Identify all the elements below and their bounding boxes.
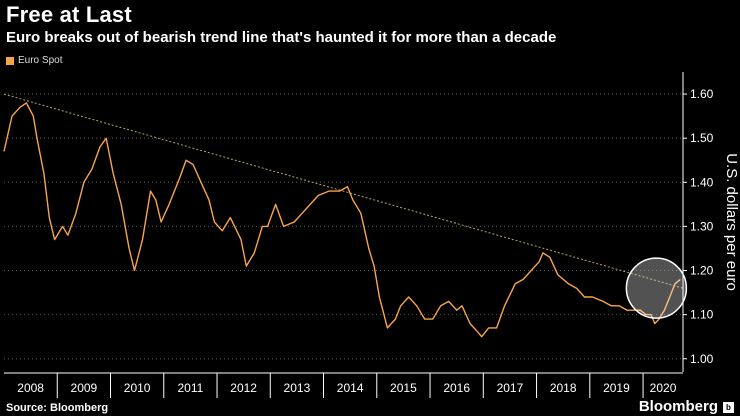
x-tick-label: 2010 <box>124 381 151 395</box>
y-tick-label: 1.40 <box>690 175 714 189</box>
x-tick-label: 2017 <box>497 381 524 395</box>
chart-subtitle: Euro breaks out of bearish trend line th… <box>6 29 557 46</box>
y-tick-label: 1.20 <box>690 264 714 278</box>
annotation-layer <box>625 257 688 319</box>
y-tick-label: 1.60 <box>690 87 714 101</box>
x-tick-label: 2020 <box>650 381 677 395</box>
legend-swatch <box>6 56 14 65</box>
grid-lines <box>4 93 683 360</box>
x-tick-label: 2012 <box>230 381 257 395</box>
x-axis: 2008 2009 2010 2011 2012 2013 2014 2015 2016 2017… <box>4 372 683 398</box>
legend-label: Euro Spot <box>18 55 63 66</box>
y-tick-label: 1.10 <box>690 308 714 322</box>
y-tick-label: 1.00 <box>690 352 714 366</box>
breakout-highlight-circle <box>625 257 688 319</box>
y-axis: 1.00 1.10 1.20 1.30 1.40 1.50 1.60 <box>682 72 714 372</box>
x-tick-label: 2018 <box>550 381 577 395</box>
chart-title: Free at Last <box>6 2 132 27</box>
brand-name: Bloomberg <box>638 398 718 415</box>
series-layer <box>3 93 684 338</box>
x-tick-label: 2013 <box>284 381 311 395</box>
x-tick-label: 2019 <box>603 381 630 395</box>
source-note: Source: Bloomberg <box>6 402 109 414</box>
y-tick-label: 1.30 <box>690 219 714 233</box>
brand-icon: b <box>723 402 734 413</box>
x-tick-label: 2014 <box>337 381 364 395</box>
x-tick-label: 2015 <box>390 381 417 395</box>
x-tick-label: 2009 <box>71 381 98 395</box>
series-line-euro-spot <box>3 102 681 338</box>
trend-line <box>3 93 684 289</box>
x-tick-label: 2008 <box>17 381 44 395</box>
y-axis-label: U.S. dollars per euro <box>723 153 740 291</box>
y-tick-label: 1.50 <box>690 131 714 145</box>
legend: Euro Spot <box>6 55 62 66</box>
x-tick-label: 2016 <box>443 381 470 395</box>
x-tick-label: 2011 <box>177 381 203 395</box>
